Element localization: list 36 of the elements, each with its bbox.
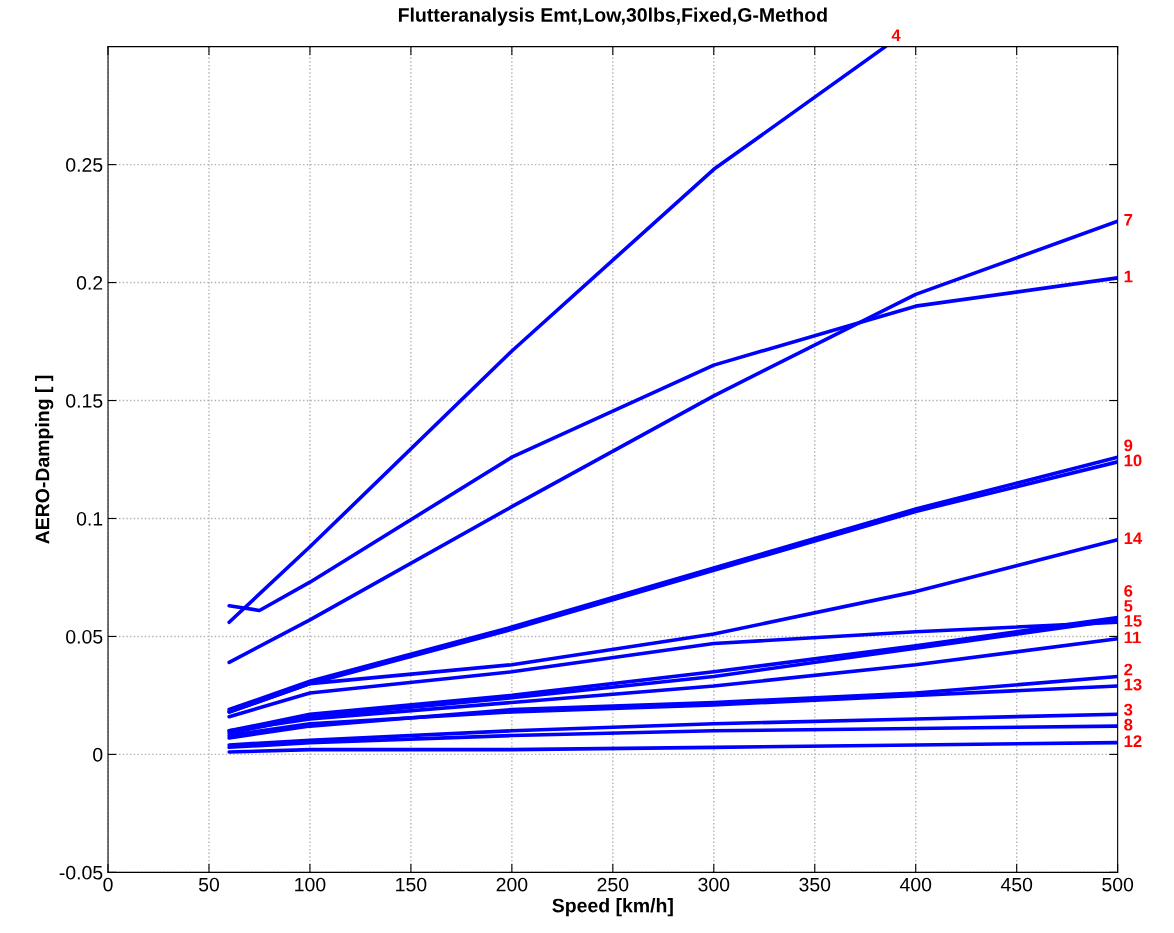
- series-label: 15: [1124, 615, 1142, 627]
- series-label: 6: [1124, 584, 1133, 597]
- series-label: 4: [891, 29, 901, 41]
- series-label: 2: [1124, 663, 1133, 676]
- x-tick-label: 100: [295, 877, 326, 892]
- x-tick-label: 150: [396, 877, 427, 892]
- x-tick-label: 350: [799, 877, 831, 892]
- y-tick-label: 0.15: [66, 393, 103, 408]
- series-label: 7: [1124, 214, 1133, 226]
- y-tick-label: -0.05: [59, 865, 103, 880]
- y-tick-label: 0.05: [66, 629, 103, 644]
- series-label: 9: [1124, 439, 1133, 452]
- x-tick-label: 200: [496, 877, 528, 892]
- x-tick-label: 250: [597, 877, 629, 892]
- y-tick-label: 0.1: [76, 511, 103, 526]
- x-tick-label: 300: [698, 877, 730, 892]
- series-label: 10: [1124, 454, 1142, 467]
- series-label: 3: [1124, 703, 1133, 716]
- y-tick-label: 0.2: [76, 276, 103, 290]
- y-tick-label: 0: [93, 747, 103, 762]
- series-label: 12: [1124, 735, 1142, 747]
- series-label: 1: [1124, 270, 1133, 283]
- y-axis-title: AERO-Damping [ ]: [35, 375, 54, 544]
- x-axis-title: Speed [km/h]: [552, 898, 673, 917]
- series-label: 11: [1124, 631, 1141, 644]
- x-tick-label: 450: [1000, 877, 1033, 892]
- series-label: 8: [1124, 718, 1133, 731]
- x-tick-label: 50: [198, 877, 220, 892]
- series-label: 5: [1124, 600, 1133, 612]
- series-label: 14: [1124, 532, 1143, 545]
- y-tick-label: 0.25: [66, 158, 103, 172]
- x-tick-label: 400: [899, 877, 932, 892]
- x-tick-label: 0: [103, 877, 113, 892]
- chart-title: Flutteranalysis Emt,Low,30lbs,Fixed,G-Method: [398, 7, 827, 26]
- series-label: 13: [1124, 678, 1142, 691]
- x-tick-label: 500: [1102, 877, 1134, 892]
